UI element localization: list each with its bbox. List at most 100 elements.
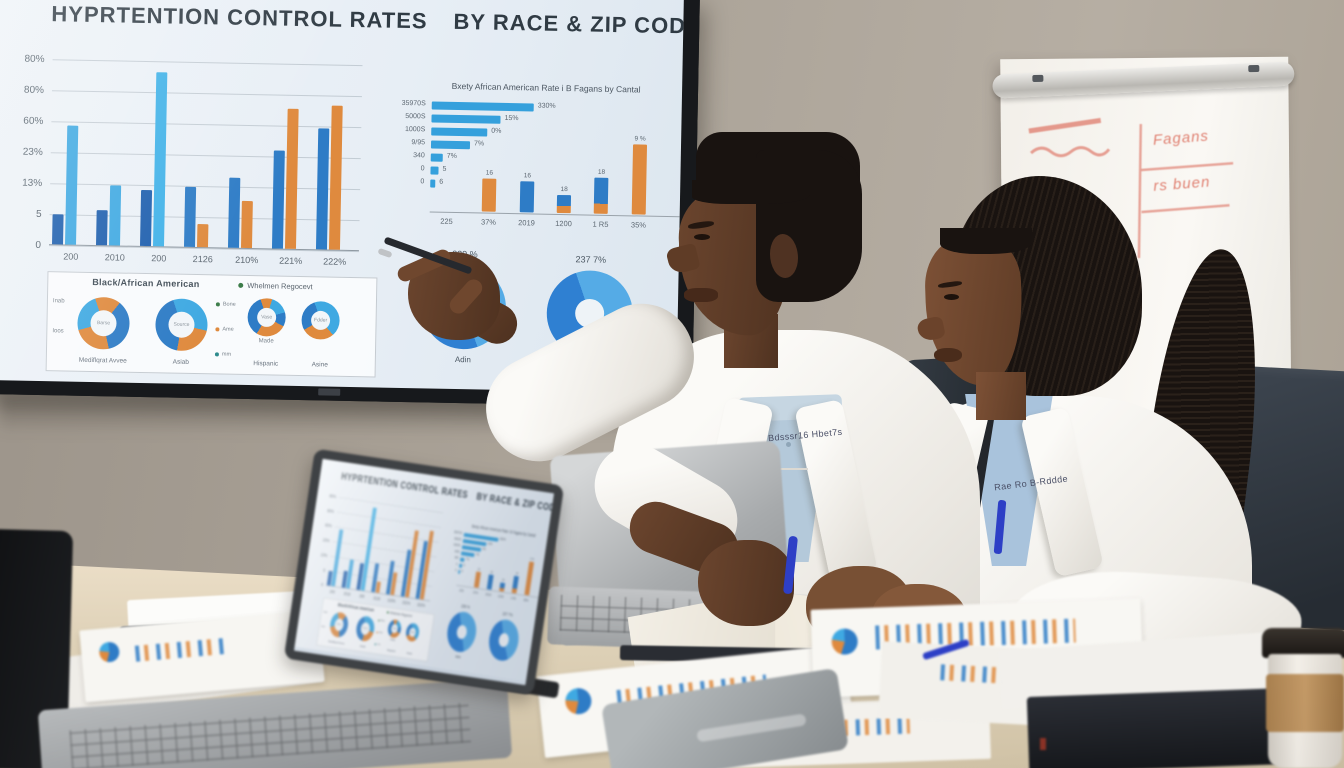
laptop-screen-glare [293, 458, 555, 686]
laptop-keys [69, 702, 472, 768]
slide-title-left: HYPRTENTION CONTROL RATES [51, 1, 428, 34]
donut-label: Mediflqrat Avvee [78, 356, 127, 365]
bar-group [139, 60, 168, 247]
bar-group [227, 62, 256, 249]
panel-side-label: Ioos [52, 328, 64, 335]
x-tick-label: 210% [235, 254, 259, 266]
x-tick-label: 2010 [104, 252, 125, 263]
paper-chart-doodle [564, 686, 593, 716]
bar [227, 177, 241, 248]
v-bar-label: 9 % [634, 135, 646, 143]
coffee-cup [1262, 628, 1344, 768]
legend-dot-icon [215, 327, 220, 332]
v-bar [481, 178, 497, 212]
bar [196, 224, 209, 248]
legend-dot-icon [214, 352, 219, 357]
bar [152, 72, 168, 247]
combo-x-tick-label: 35% [630, 220, 647, 230]
y-tick-label: 5 [35, 208, 42, 221]
y-tick-label: 23% [22, 146, 43, 159]
donut-b-value: 237 7% [575, 254, 607, 265]
mini-legend-label: Bone [222, 301, 236, 308]
cup-sleeve [1266, 674, 1344, 732]
y-tick-label: 60% [23, 115, 44, 128]
bar [240, 200, 253, 249]
v-bar-label: 16 [485, 169, 494, 177]
v-bar-label: 18 [560, 185, 568, 194]
paper-chart-doodle [831, 628, 859, 656]
man-shirt-button [786, 442, 791, 447]
x-tick-label: 200 [63, 251, 79, 262]
mini-legend-label: mm [221, 351, 232, 358]
donut-chart: Fdder [301, 301, 340, 340]
mini-legend-item: Ame [215, 326, 234, 333]
donut-panel-legend: Whelmen Regocevt [238, 281, 313, 291]
v-bar-label: 16 [523, 172, 532, 180]
bar-group [183, 61, 212, 248]
cup-lid [1262, 628, 1344, 658]
bar-chart-y-axis: 80% 80% 60% 23% 13% 5 0 [9, 54, 47, 251]
combo-x-tick-label: 37% [480, 217, 497, 227]
bar [109, 185, 122, 246]
man-hair-side [756, 150, 862, 302]
x-tick-label: 221% [279, 255, 303, 267]
bar-group [52, 58, 80, 245]
donut-chart: Source [154, 298, 208, 352]
combo-x-tick-label: 1200 [555, 218, 572, 229]
v-bar [631, 144, 648, 215]
x-tick-label: 2126 [192, 253, 213, 265]
donut-label: Asine [311, 361, 328, 369]
bar [284, 108, 299, 249]
man-mouth [684, 288, 718, 302]
v-bar-label: 18 [597, 168, 606, 176]
slide-title-right: BY RACE & ZIP CODE [453, 8, 684, 39]
vertical-bars: 16 16 18 18 9 % [393, 80, 684, 262]
bar-chart-plot [48, 58, 363, 253]
legend-dot-icon [215, 302, 220, 307]
combo-x-tick-label: 1 R5 [592, 219, 609, 229]
v-bar [519, 181, 535, 213]
donut-panel-title: Black/African American [92, 277, 200, 290]
v-bar [556, 194, 572, 214]
mini-legend-item: mm [214, 351, 232, 358]
tv-logo [318, 388, 341, 396]
flipchart-clip [1032, 74, 1044, 82]
y-tick-label: 80% [24, 53, 45, 66]
mini-legend-item: Bone [215, 301, 236, 308]
donut-center-label: Vase [261, 314, 273, 321]
man-ear [770, 234, 798, 278]
bar-group [271, 62, 300, 249]
flipchart-clip [1248, 65, 1260, 73]
bar [315, 128, 330, 250]
bar [183, 186, 197, 247]
y-tick-label: 80% [23, 84, 45, 97]
donut-panel: Black/African American Whelmen Regocevt In… [45, 271, 378, 378]
v-bar [593, 177, 609, 214]
woman-neck [976, 372, 1026, 420]
man-eye [694, 234, 710, 240]
flipchart-marker-strokes [1028, 117, 1234, 259]
donut-center-label: Fdder [314, 317, 328, 324]
combo-x-tick-label: 225 [440, 216, 453, 226]
bar-group [96, 59, 124, 246]
y-tick-label: 13% [22, 177, 43, 190]
bar [139, 189, 153, 247]
mini-legend-label: Ame [222, 326, 234, 333]
x-tick-label: 200 [151, 253, 167, 264]
paper-chart-doodle [98, 641, 121, 663]
bar [271, 150, 285, 249]
bar-group [315, 63, 344, 250]
donut-center-label: Barse [96, 320, 111, 327]
panel-side-label: Inab [52, 298, 65, 305]
donut-label: Asiab [172, 358, 189, 366]
combo-x-tick-label: 2019 [518, 218, 535, 228]
donut-a-label: Adin [454, 354, 471, 365]
combo-chart: Bxety African American Rate i B Fagans b… [393, 80, 684, 262]
book-bookmark [1040, 738, 1046, 750]
bar [52, 214, 64, 245]
woman-lips [934, 348, 962, 362]
legend-title: Whelmen Regocevt [247, 280, 313, 292]
grouped-bar-chart: 80% 80% 60% 23% 13% 5 0 200 2010 200 2126 210% 221%… [8, 54, 368, 280]
tablet-sheen [696, 713, 807, 743]
